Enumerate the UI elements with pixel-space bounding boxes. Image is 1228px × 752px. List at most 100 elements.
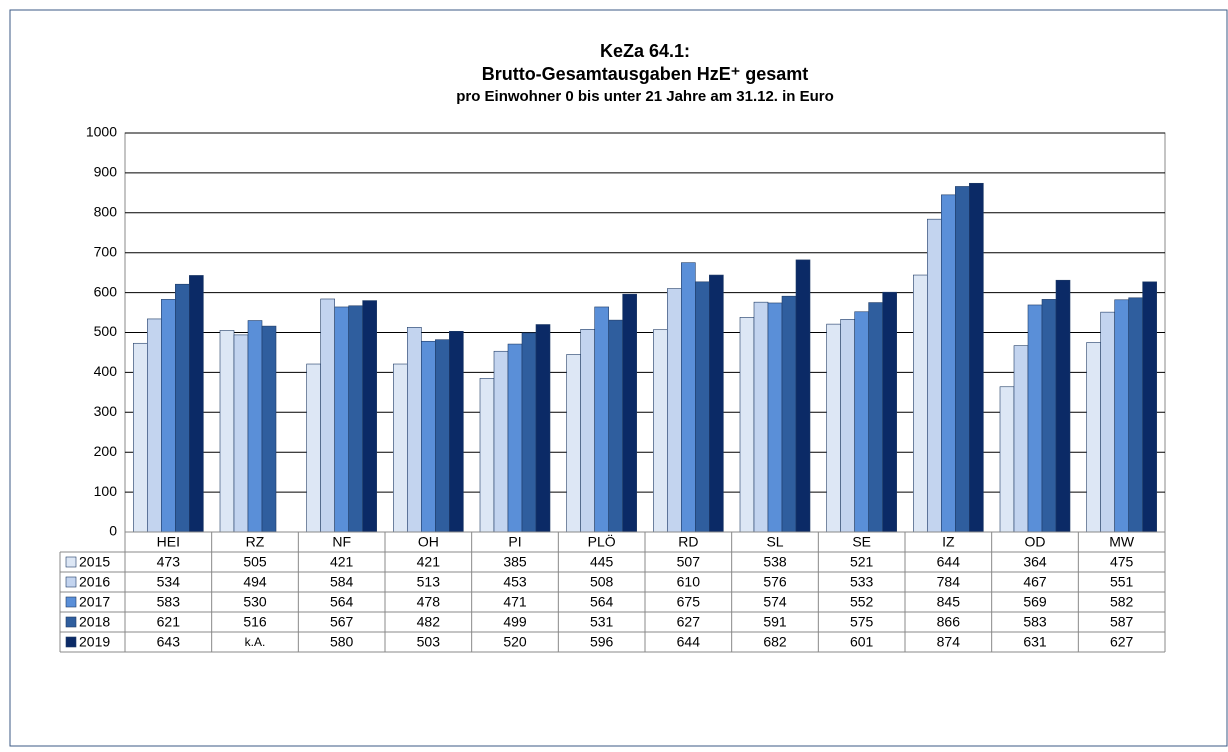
bar [913, 274, 928, 533]
y-tick-label: 1000 [86, 124, 117, 140]
bar [840, 319, 855, 533]
bar [1100, 311, 1115, 533]
table-cell: 576 [763, 574, 787, 590]
y-tick-label: 600 [94, 283, 118, 299]
bar [795, 259, 811, 533]
chart-subtitle: pro Einwohner 0 bis unter 21 Jahre am 31… [456, 88, 834, 105]
y-tick-label: 900 [94, 164, 118, 180]
bar [535, 324, 551, 533]
bar [1086, 342, 1101, 533]
bar [449, 331, 464, 533]
table-cell: 445 [590, 554, 614, 570]
bar [306, 363, 321, 533]
table-cell: 508 [590, 574, 614, 590]
bar [161, 299, 176, 533]
table-cell: 866 [937, 614, 961, 630]
bar [580, 329, 595, 533]
y-tick-label: 300 [94, 403, 118, 419]
table-cell: 583 [157, 594, 181, 610]
table-cell: 421 [417, 554, 441, 570]
bar [781, 295, 797, 533]
table-cell: 643 [157, 634, 181, 650]
table-cell: 575 [850, 614, 874, 630]
y-tick-label: 100 [94, 483, 118, 499]
bar [1027, 304, 1043, 533]
bar [393, 363, 408, 533]
chart-title: KeZa 64.1: [600, 41, 690, 61]
bar [969, 182, 984, 533]
bar [435, 339, 450, 533]
table-cell: 478 [417, 594, 441, 610]
table-cell: 591 [763, 614, 787, 630]
table-cell: 516 [243, 614, 267, 630]
bar [233, 334, 249, 533]
bar [955, 186, 970, 533]
table-cell: 531 [590, 614, 614, 630]
table-cell: 580 [330, 634, 354, 650]
table-cell: 644 [937, 554, 961, 570]
table-cell: 494 [243, 574, 267, 590]
table-cell: 627 [677, 614, 701, 630]
x-tick-label: IZ [942, 534, 955, 550]
table-cell: 569 [1023, 594, 1047, 610]
table-cell: 583 [1023, 614, 1047, 630]
bar [1055, 279, 1071, 533]
x-tick-label: NF [332, 534, 351, 550]
legend-swatch [65, 616, 77, 628]
bar [999, 386, 1015, 533]
bar [1013, 345, 1029, 533]
bar [362, 300, 377, 533]
chart-subtitle: Brutto-Gesamtausgaben HzE⁺ gesamt [482, 64, 809, 84]
table-cell: 471 [503, 594, 527, 610]
bar [407, 327, 422, 533]
bar [826, 323, 841, 533]
table-cell: 520 [503, 634, 527, 650]
table-cell: 534 [157, 574, 181, 590]
x-tick-label: PI [508, 534, 521, 550]
bar [653, 329, 668, 533]
table-cell: 505 [243, 554, 267, 570]
legend-label: 2016 [79, 574, 110, 590]
bar [479, 378, 495, 533]
table-cell: 538 [763, 554, 787, 570]
table-cell: 507 [677, 554, 701, 570]
bar [767, 302, 783, 533]
bar [739, 317, 755, 533]
bar [421, 340, 436, 533]
bar [493, 350, 509, 533]
table-cell: 564 [590, 594, 614, 610]
y-tick-label: 800 [94, 204, 118, 220]
y-tick-label: 200 [94, 443, 118, 459]
table-cell: 551 [1110, 574, 1134, 590]
table-cell: 582 [1110, 594, 1134, 610]
legend-swatch [65, 596, 77, 608]
bar [507, 343, 523, 533]
bar [608, 319, 623, 533]
table-cell: 874 [937, 634, 961, 650]
x-tick-label: MW [1109, 534, 1135, 550]
bar [133, 342, 148, 533]
bar [868, 302, 883, 533]
table-cell: 533 [850, 574, 874, 590]
legend-label: 2018 [79, 614, 110, 630]
bar [681, 262, 696, 533]
bar [695, 281, 710, 533]
table-cell: 596 [590, 634, 614, 650]
table-cell: 601 [850, 634, 874, 650]
bar [927, 218, 942, 533]
table-cell: 552 [850, 594, 874, 610]
x-tick-label: HEI [157, 534, 180, 550]
table-cell: 584 [330, 574, 354, 590]
y-tick-label: 500 [94, 323, 118, 339]
x-tick-label: SL [766, 534, 783, 550]
bar [147, 318, 162, 533]
y-tick-label: 0 [109, 523, 117, 539]
bar [1114, 299, 1129, 533]
bar [348, 305, 363, 533]
table-cell: 385 [503, 554, 527, 570]
table-cell: 499 [503, 614, 527, 630]
table-cell: 503 [417, 634, 441, 650]
legend-label: 2017 [79, 594, 110, 610]
table-cell: 587 [1110, 614, 1134, 630]
